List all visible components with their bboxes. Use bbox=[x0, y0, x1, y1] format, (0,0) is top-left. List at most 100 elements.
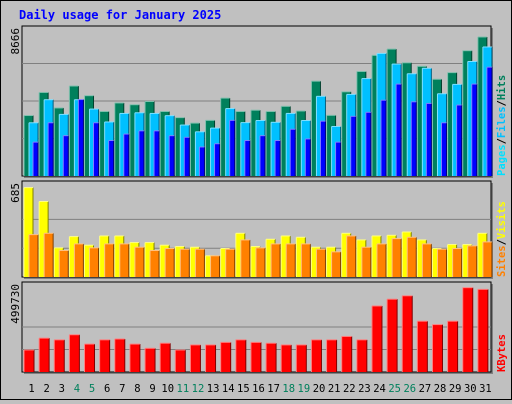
bar-pages-day-3 bbox=[63, 135, 69, 176]
bar-pages-day-24 bbox=[380, 100, 386, 176]
legend-item-separator: / bbox=[496, 239, 508, 245]
day-label-1: 1 bbox=[28, 383, 34, 395]
bar-sites-day-22 bbox=[346, 235, 356, 277]
legend-item-hits: Hits bbox=[496, 75, 508, 100]
legend-item-separator: / bbox=[496, 100, 508, 106]
day-label-11: 11 bbox=[177, 383, 190, 395]
bar-pages-day-21 bbox=[335, 142, 341, 176]
series-sites bbox=[28, 232, 493, 277]
bar-sites-day-7 bbox=[119, 243, 129, 277]
bar-kbytes-day-12 bbox=[190, 344, 201, 372]
day-label-14: 14 bbox=[222, 383, 235, 395]
bar-sites-day-1 bbox=[29, 234, 38, 277]
bar-kbytes-day-25 bbox=[387, 299, 398, 372]
bar-pages-day-12 bbox=[199, 146, 205, 176]
bar-sites-day-27 bbox=[422, 243, 432, 277]
bar-sites-day-10 bbox=[165, 248, 175, 277]
bar-kbytes-day-16 bbox=[250, 342, 261, 372]
bar-pages-day-17 bbox=[275, 140, 281, 176]
bar-kbytes-day-14 bbox=[220, 342, 231, 372]
legend-item-pages: Pages bbox=[496, 144, 508, 176]
bar-kbytes-day-15 bbox=[235, 339, 246, 372]
day-label-4: 4 bbox=[74, 383, 80, 395]
bar-sites-day-26 bbox=[407, 237, 417, 277]
day-label-20: 20 bbox=[313, 383, 326, 395]
legend-item-files: Files bbox=[496, 106, 508, 138]
day-label-2: 2 bbox=[44, 383, 50, 395]
bar-sites-day-13 bbox=[210, 255, 220, 277]
bar-pages-day-2 bbox=[48, 122, 54, 176]
bar-kbytes-day-2 bbox=[39, 338, 50, 372]
day-label-16: 16 bbox=[252, 383, 265, 395]
bar-pages-day-11 bbox=[184, 137, 190, 176]
bar-pages-day-5 bbox=[93, 122, 99, 176]
bar-kbytes-day-19 bbox=[296, 344, 307, 372]
bar-kbytes-day-29 bbox=[447, 321, 458, 372]
bar-kbytes-day-13 bbox=[205, 344, 216, 372]
panel-middle-ymax-label: 685 bbox=[9, 183, 22, 203]
bar-pages-day-22 bbox=[350, 116, 356, 176]
day-label-19: 19 bbox=[298, 383, 311, 395]
bar-sites-day-21 bbox=[331, 251, 341, 277]
day-label-9: 9 bbox=[149, 383, 155, 395]
bar-kbytes-day-24 bbox=[371, 305, 382, 372]
panel-bottom-legend: KBytes bbox=[496, 334, 508, 372]
bar-sites-day-8 bbox=[134, 247, 144, 277]
bar-kbytes-day-5 bbox=[84, 344, 95, 372]
bar-sites-day-5 bbox=[89, 247, 99, 277]
panel-bottom: 499730 KBytes bbox=[9, 281, 508, 374]
bar-sites-day-9 bbox=[150, 250, 160, 277]
day-label-27: 27 bbox=[419, 383, 432, 395]
bar-kbytes-day-30 bbox=[462, 287, 473, 372]
bar-pages-day-9 bbox=[154, 130, 160, 176]
bar-pages-day-19 bbox=[305, 138, 311, 176]
day-label-24: 24 bbox=[373, 383, 386, 395]
bar-sites-day-18 bbox=[286, 243, 296, 277]
bar-sites-day-16 bbox=[255, 247, 265, 277]
day-label-10: 10 bbox=[161, 383, 174, 395]
bar-sites-day-15 bbox=[240, 239, 250, 277]
bar-kbytes-day-18 bbox=[281, 344, 292, 372]
legend-item-sites: Sites bbox=[496, 245, 508, 277]
panel-middle-legend: Sites/Visits bbox=[496, 201, 508, 277]
panel-top-ymax-label: 8666 bbox=[9, 28, 22, 55]
bar-sites-day-17 bbox=[271, 243, 281, 277]
day-label-23: 23 bbox=[358, 383, 371, 395]
day-label-30: 30 bbox=[464, 383, 477, 395]
bar-kbytes-day-26 bbox=[402, 295, 413, 372]
panel-middle: 685 Sites/Visits bbox=[9, 180, 508, 279]
bar-kbytes-day-8 bbox=[129, 344, 140, 372]
day-label-8: 8 bbox=[134, 383, 140, 395]
bar-pages-day-20 bbox=[320, 121, 326, 176]
bar-pages-day-25 bbox=[396, 84, 402, 176]
bar-pages-day-31 bbox=[486, 67, 492, 176]
bar-kbytes-day-17 bbox=[266, 343, 277, 372]
bar-sites-day-4 bbox=[74, 243, 84, 277]
bar-pages-day-4 bbox=[78, 99, 84, 176]
bar-kbytes-day-11 bbox=[175, 349, 186, 372]
bar-sites-day-29 bbox=[452, 248, 462, 277]
bar-sites-day-30 bbox=[467, 245, 477, 277]
day-label-15: 15 bbox=[237, 383, 250, 395]
bar-sites-day-11 bbox=[180, 249, 190, 277]
chart-panels: 8666Pages/Files/Hits685Sites/Visits49973… bbox=[9, 25, 508, 374]
bar-sites-day-14 bbox=[225, 249, 235, 277]
bar-pages-day-30 bbox=[471, 84, 477, 176]
bar-pages-day-15 bbox=[244, 140, 250, 176]
bar-kbytes-day-22 bbox=[341, 336, 352, 372]
bar-sites-day-25 bbox=[392, 238, 402, 277]
day-label-22: 22 bbox=[343, 383, 356, 395]
bar-pages-day-13 bbox=[214, 143, 220, 176]
day-label-6: 6 bbox=[104, 383, 110, 395]
bar-sites-day-2 bbox=[44, 233, 54, 277]
bar-pages-day-27 bbox=[426, 103, 432, 176]
day-label-21: 21 bbox=[328, 383, 341, 395]
bar-sites-day-12 bbox=[195, 249, 205, 277]
bar-sites-day-31 bbox=[482, 241, 492, 277]
day-axis: 1 2 3 4 5 6 7 8 9 10 11 12 13 14 15 16 17 18 19 20 21 22 23 24 2… bbox=[28, 383, 491, 395]
bar-pages-day-26 bbox=[411, 101, 417, 176]
bar-pages-day-7 bbox=[123, 134, 129, 176]
day-label-7: 7 bbox=[119, 383, 125, 395]
